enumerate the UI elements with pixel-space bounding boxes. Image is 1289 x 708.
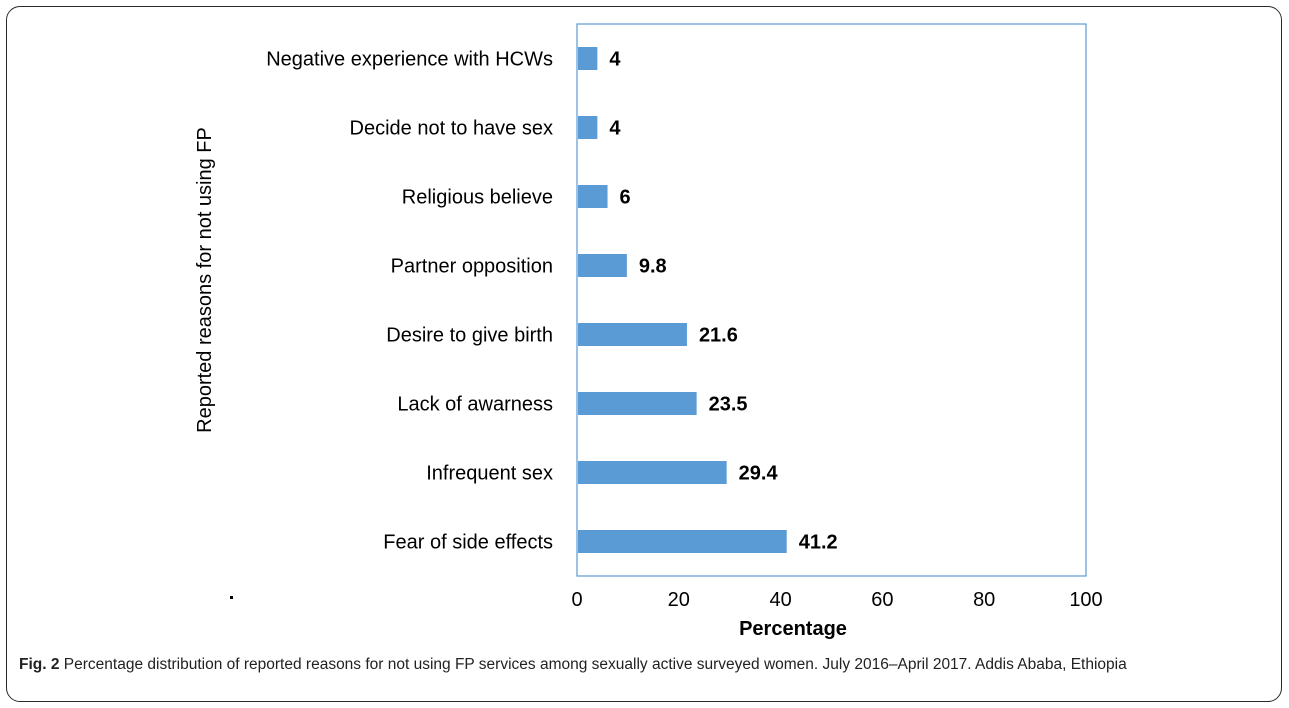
x-axis-title: Percentage xyxy=(739,618,847,640)
figure-number: Fig. 2 xyxy=(19,656,60,673)
category-label: Infrequent sex xyxy=(426,463,553,485)
x-tick-label: 40 xyxy=(769,589,791,611)
x-tick-label: 80 xyxy=(973,589,995,611)
bar-6 xyxy=(578,392,697,415)
bar-7 xyxy=(578,461,727,484)
bar-3 xyxy=(578,185,608,208)
y-axis-title: Reported reasons for not using FP xyxy=(194,127,216,433)
category-label: Lack of awarness xyxy=(397,394,553,416)
category-label: Religious believe xyxy=(402,187,553,209)
x-tick-label: 60 xyxy=(871,589,893,611)
x-tick-label: 0 xyxy=(571,589,582,611)
stray-dot xyxy=(230,596,233,599)
x-tick-label: 100 xyxy=(1069,589,1102,611)
data-label: 23.5 xyxy=(709,394,748,416)
data-label: 4 xyxy=(609,118,621,140)
category-label: Partner opposition xyxy=(391,256,553,278)
caption-text: Percentage distribution of reported reas… xyxy=(59,656,1127,673)
category-label: Decide not to have sex xyxy=(350,118,553,140)
category-label: Negative experience with HCWs xyxy=(266,49,553,71)
bar-5 xyxy=(578,323,687,346)
x-tick-label: 20 xyxy=(668,589,690,611)
figure-caption: Fig. 2 Percentage distribution of report… xyxy=(19,652,1269,677)
figure-frame xyxy=(6,6,1282,702)
data-label: 29.4 xyxy=(739,463,779,485)
data-label: 21.6 xyxy=(699,325,738,347)
bar-2 xyxy=(578,116,598,139)
category-label: Desire to give birth xyxy=(386,325,553,347)
category-label: Fear of side effects xyxy=(383,532,553,554)
bar-4 xyxy=(578,254,627,277)
data-label: 4 xyxy=(609,49,621,71)
plot-area-border xyxy=(576,23,1087,577)
data-label: 6 xyxy=(620,187,631,209)
data-label: 41.2 xyxy=(799,532,838,554)
bar-1 xyxy=(578,47,598,70)
data-label: 9.8 xyxy=(639,256,667,278)
bar-8 xyxy=(578,530,787,553)
